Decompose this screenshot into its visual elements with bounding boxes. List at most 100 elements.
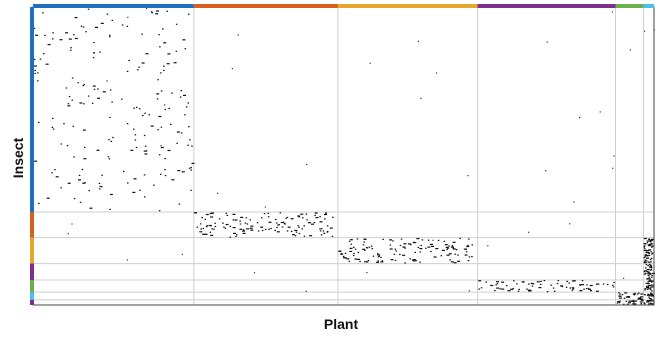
interaction-mark xyxy=(264,206,266,208)
interaction-mark xyxy=(204,218,206,220)
interaction-mark xyxy=(264,228,267,230)
interaction-mark xyxy=(134,139,137,141)
interaction-mark xyxy=(302,217,304,219)
interaction-mark xyxy=(135,106,138,108)
interaction-mark xyxy=(644,248,646,250)
interaction-mark xyxy=(573,201,575,203)
interaction-mark xyxy=(144,145,147,147)
interaction-mark xyxy=(410,244,412,246)
interaction-mark xyxy=(650,293,653,295)
interaction-mark xyxy=(530,282,534,285)
interaction-mark xyxy=(538,287,542,289)
interaction-mark xyxy=(286,230,289,232)
interaction-mark xyxy=(229,236,231,238)
interaction-mark xyxy=(126,259,128,261)
interaction-mark xyxy=(224,227,227,229)
interaction-mark xyxy=(191,145,193,147)
interaction-mark xyxy=(487,245,489,247)
interaction-mark xyxy=(648,252,650,254)
interaction-mark xyxy=(650,265,653,267)
interaction-mark xyxy=(402,254,406,256)
interaction-mark xyxy=(618,292,620,294)
interaction-mark xyxy=(400,238,403,240)
interaction-mark xyxy=(160,146,164,149)
interaction-mark xyxy=(276,222,278,224)
interaction-mark xyxy=(246,223,249,225)
interaction-mark xyxy=(457,260,461,262)
interaction-mark xyxy=(99,185,103,188)
interaction-mark xyxy=(329,227,333,229)
interaction-mark xyxy=(612,284,614,286)
interaction-mark xyxy=(430,250,432,253)
interaction-mark xyxy=(588,288,591,290)
interaction-mark xyxy=(412,259,416,261)
interaction-mark xyxy=(649,278,651,280)
interaction-mark xyxy=(274,218,277,221)
interaction-mark xyxy=(52,128,55,130)
interaction-mark xyxy=(214,226,217,228)
interaction-mark xyxy=(85,31,87,33)
interaction-mark xyxy=(517,290,520,292)
interaction-mark xyxy=(648,297,651,300)
interaction-mark xyxy=(205,213,209,216)
interaction-mark xyxy=(260,226,264,228)
matrix-plot-area xyxy=(30,4,655,306)
interaction-mark xyxy=(46,197,50,199)
interaction-mark xyxy=(613,281,615,284)
interaction-mark xyxy=(629,49,631,51)
interaction-mark xyxy=(92,85,96,87)
interaction-mark xyxy=(649,243,653,245)
interaction-mark xyxy=(409,258,411,260)
interaction-mark xyxy=(349,247,353,249)
interaction-mark xyxy=(648,252,650,255)
interaction-mark xyxy=(528,290,532,292)
interaction-mark xyxy=(425,247,427,249)
interaction-mark xyxy=(83,83,85,86)
interaction-mark xyxy=(643,243,645,245)
interaction-mark xyxy=(281,226,284,228)
interaction-mark xyxy=(267,212,269,214)
interaction-mark xyxy=(292,234,295,236)
plant-module-bar xyxy=(33,4,194,8)
interaction-mark xyxy=(37,80,39,82)
interaction-mark xyxy=(648,254,651,257)
interaction-mark xyxy=(305,213,308,215)
interaction-mark xyxy=(151,12,153,14)
interaction-mark xyxy=(647,293,649,295)
interaction-mark xyxy=(202,233,206,235)
interaction-mark xyxy=(618,295,620,297)
interaction-mark xyxy=(181,253,183,255)
interaction-mark xyxy=(270,227,272,230)
interaction-mark xyxy=(640,293,644,295)
interaction-mark xyxy=(612,167,614,169)
interaction-mark xyxy=(157,129,159,131)
interaction-mark xyxy=(590,290,592,292)
interaction-mark xyxy=(163,69,165,71)
interaction-mark xyxy=(178,203,181,205)
interaction-mark xyxy=(175,50,178,52)
interaction-mark xyxy=(319,230,322,232)
interaction-mark xyxy=(33,65,37,67)
interaction-mark xyxy=(399,244,402,247)
interaction-mark xyxy=(274,229,276,231)
interaction-mark xyxy=(294,229,298,232)
interaction-mark xyxy=(413,260,415,262)
plant-module-bar xyxy=(643,4,654,8)
interaction-mark xyxy=(298,233,301,235)
interaction-mark xyxy=(340,253,344,255)
plant-module-bar xyxy=(337,4,478,8)
interaction-mark xyxy=(70,49,72,51)
interaction-mark xyxy=(566,280,568,282)
interaction-mark xyxy=(280,221,284,224)
interaction-mark xyxy=(628,300,632,302)
interaction-mark xyxy=(419,248,423,250)
interaction-mark xyxy=(647,285,650,287)
interaction-mark xyxy=(261,217,263,219)
interaction-mark xyxy=(232,219,235,221)
interaction-mark xyxy=(602,283,605,285)
interaction-mark xyxy=(127,16,129,18)
interaction-mark xyxy=(634,292,636,294)
interaction-mark xyxy=(277,224,279,226)
interaction-mark xyxy=(403,243,407,245)
